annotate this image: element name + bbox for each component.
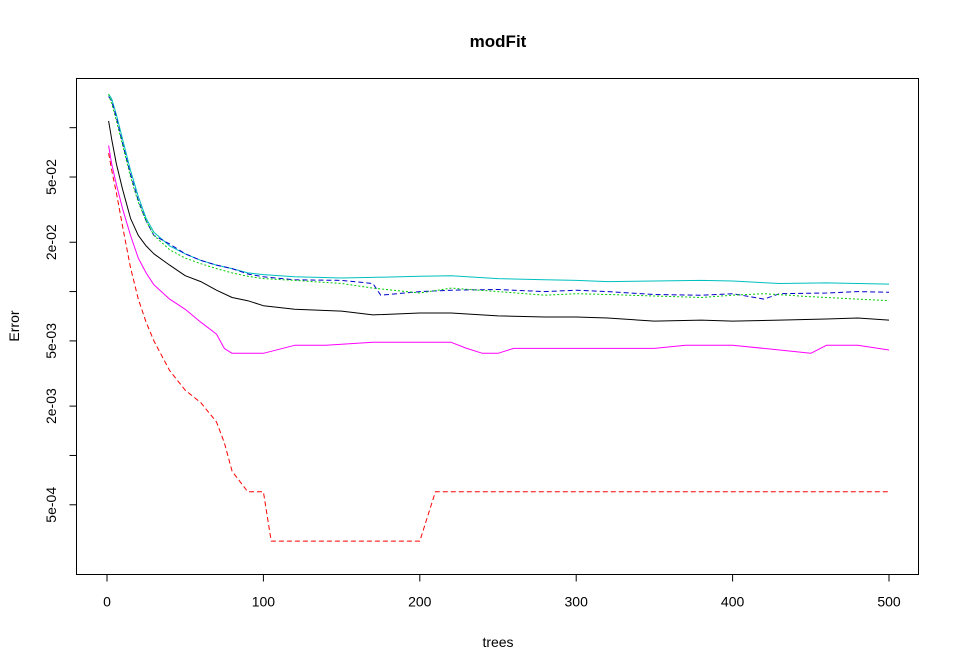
y-axis: 5e-04 2e-03 5e-03 2e-02 5e-02: [43, 127, 77, 523]
x-axis: 0 100 200 300 400 500: [103, 574, 901, 610]
x-tick-label: 300: [565, 594, 589, 610]
y-tick-label: 2e-02: [43, 224, 59, 260]
y-tick-label: 5e-02: [43, 159, 59, 195]
plot-frame: [76, 78, 919, 575]
series-line-6: [108, 94, 890, 302]
x-tick-label: 100: [252, 594, 276, 610]
y-axis-title: Error: [6, 310, 22, 341]
series-line-5: [108, 96, 890, 300]
x-axis-title: trees: [482, 634, 513, 650]
series-line-1: [108, 120, 890, 322]
series-line-2: [108, 145, 890, 354]
series-layer: [108, 93, 890, 542]
x-tick-label: 400: [721, 594, 745, 610]
y-tick-label: 5e-03: [43, 323, 59, 359]
series-line-3: [108, 153, 889, 542]
x-tick-label: 200: [408, 594, 432, 610]
y-tick-label: 5e-04: [43, 487, 59, 523]
x-tick-label: 500: [877, 594, 901, 610]
x-tick-label: 0: [103, 594, 111, 610]
chart-title: modFit: [470, 32, 527, 51]
y-tick-label: 2e-03: [43, 388, 59, 424]
series-line-4: [108, 93, 890, 285]
